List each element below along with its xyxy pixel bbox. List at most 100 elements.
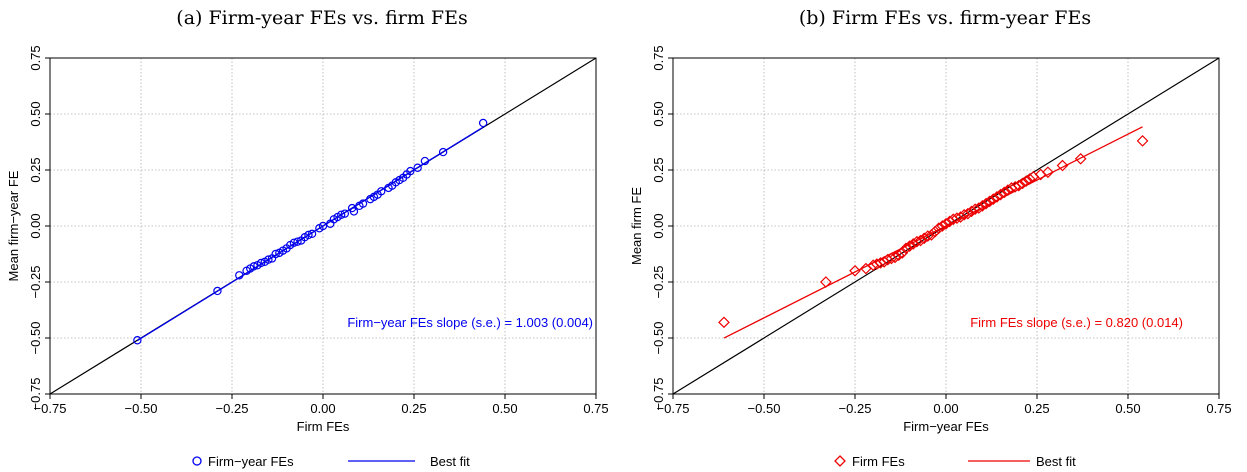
y-tick-label: −0.50 <box>651 322 666 355</box>
data-point <box>718 316 730 329</box>
data-point <box>892 249 905 261</box>
y-tick-label: −0.75 <box>28 378 43 411</box>
y-tick-label: 0.50 <box>651 101 666 126</box>
data-point <box>478 118 488 128</box>
y-tick-label: 0.25 <box>28 157 43 182</box>
data-point <box>1016 177 1029 190</box>
best-fit-line <box>137 126 484 342</box>
x-tick-label: 0.00 <box>310 401 335 416</box>
data-point <box>1056 159 1069 172</box>
data-point <box>304 230 313 240</box>
y-tick-label: −0.25 <box>28 266 43 299</box>
data-point <box>925 229 938 241</box>
data-point <box>921 230 934 242</box>
x-tick-label: −0.25 <box>216 401 249 416</box>
panel-a: (a) Firm-year FEs vs. firm FEs −0.75 −0.5… <box>6 7 609 469</box>
legend-marker-points <box>192 456 202 466</box>
x-tick-label: 0.25 <box>1024 401 1049 416</box>
data-point <box>420 156 430 166</box>
data-point <box>256 258 266 268</box>
best-fit-line <box>137 126 484 342</box>
data-point <box>994 188 1007 201</box>
chart-title: (a) Firm-year FEs vs. firm FEs <box>176 7 467 29</box>
data-point <box>377 187 386 196</box>
data-point <box>249 262 259 271</box>
y-tick-label: 0.00 <box>651 213 666 238</box>
data-point <box>1042 166 1054 179</box>
y-tick-label: 0.25 <box>651 157 666 182</box>
data-point <box>293 237 302 246</box>
panel-b: (b) Firm FEs vs. firm-year FEs −0.75 −0.5… <box>629 7 1232 469</box>
data-point <box>1012 179 1025 192</box>
data-point <box>413 163 422 172</box>
data-point <box>972 202 985 214</box>
legend-label-fit: Best fit <box>430 454 470 469</box>
data-point <box>987 193 1000 205</box>
data-point <box>889 251 901 264</box>
data-point <box>991 191 1003 203</box>
x-tick-label: 0.75 <box>1206 401 1231 416</box>
data-point <box>940 217 952 230</box>
legend: Firm−year FEs Best fit <box>192 454 470 469</box>
data-point <box>337 210 346 219</box>
data-point <box>900 242 912 255</box>
data-point <box>983 195 996 208</box>
x-axis-label: Firm FEs <box>297 419 350 434</box>
x-tick-label: 0.00 <box>933 401 958 416</box>
data-point <box>235 271 244 280</box>
legend-marker-points <box>834 455 846 467</box>
data-point <box>438 147 448 157</box>
data-point <box>976 199 989 212</box>
y-ticks: −0.75 −0.50 −0.25 0.00 0.25 0.50 0.75 <box>651 45 673 410</box>
data-point <box>264 255 273 264</box>
x-tick-label: 0.25 <box>401 401 426 416</box>
slope-annotation: Firm FEs slope (s.e.) = 0.820 (0.014) <box>970 315 1183 330</box>
data-point <box>318 221 328 231</box>
data-point <box>289 238 299 247</box>
data-point <box>1020 175 1032 188</box>
x-tick-label: −0.75 <box>657 401 690 416</box>
legend-label-points: Firm FEs <box>852 454 905 469</box>
y-tick-label: −0.75 <box>651 378 666 411</box>
slope-annotation: Firm−year FEs slope (s.e.) = 1.003 (0.00… <box>347 315 593 330</box>
x-tick-label: −0.50 <box>125 401 158 416</box>
x-tick-label: 0.50 <box>1115 401 1140 416</box>
data-point <box>133 336 142 345</box>
data-point <box>929 225 941 238</box>
data-point <box>998 186 1011 199</box>
data-point <box>961 207 974 220</box>
x-tick-label: −0.75 <box>34 401 67 416</box>
chart-title: (b) Firm FEs vs. firm-year FEs <box>799 7 1091 29</box>
data-point <box>1074 152 1087 165</box>
data-point <box>340 209 350 218</box>
y-tick-label: 0.75 <box>28 45 43 70</box>
data-point <box>1136 135 1149 147</box>
data-point <box>896 247 909 259</box>
legend: Firm FEs Best fit <box>834 454 1076 469</box>
data-points <box>718 135 1149 329</box>
data-point <box>820 276 832 288</box>
x-tick-label: −0.50 <box>748 401 781 416</box>
legend-label-fit: Best fit <box>1036 454 1076 469</box>
y-tick-label: −0.25 <box>651 266 666 299</box>
data-point <box>1023 173 1036 185</box>
data-point <box>980 197 992 210</box>
data-points <box>133 118 488 345</box>
data-point <box>932 222 945 235</box>
data-point <box>358 199 368 208</box>
data-point <box>849 264 861 277</box>
y-tick-label: 0.00 <box>28 213 43 238</box>
data-point <box>349 207 359 216</box>
y-tick-label: −0.50 <box>28 322 43 355</box>
y-tick-label: 0.75 <box>651 45 666 70</box>
y-axis-label: Mean firm−year FE <box>6 170 21 281</box>
y-axis-label: Mean firm FE <box>629 187 644 265</box>
x-tick-label: 0.50 <box>492 401 517 416</box>
data-point <box>936 220 949 232</box>
x-ticks: −0.75 −0.50 −0.25 0.00 0.25 0.50 0.75 <box>34 394 609 416</box>
data-point <box>213 286 222 296</box>
y-ticks: −0.75 −0.50 −0.25 0.00 0.25 0.50 0.75 <box>28 45 50 410</box>
legend-label-points: Firm−year FEs <box>208 454 294 469</box>
data-point <box>903 240 916 253</box>
data-point <box>406 166 415 176</box>
